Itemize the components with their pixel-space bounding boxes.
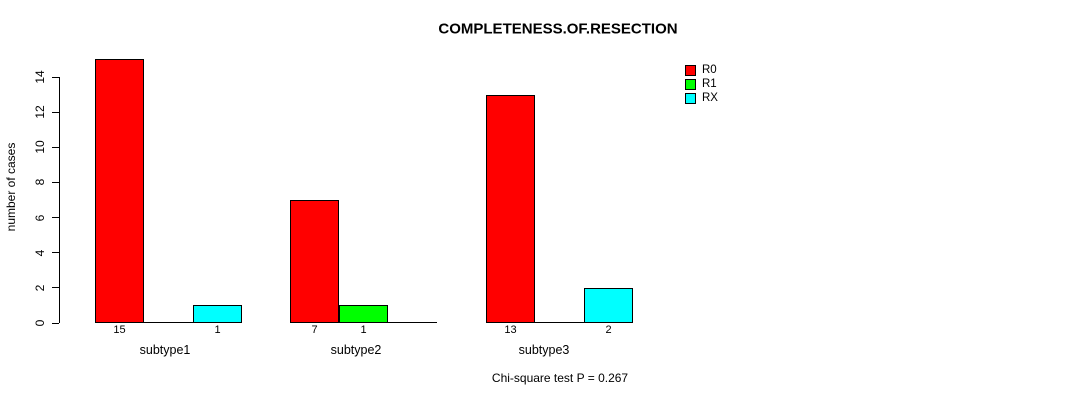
y-tick xyxy=(52,181,59,183)
y-tick-label: 12 xyxy=(33,105,47,119)
bar-r1-subtype2 xyxy=(339,305,388,323)
y-axis-label: number of cases xyxy=(4,142,18,232)
y-tick xyxy=(52,111,59,113)
legend-swatch-r0 xyxy=(685,65,696,76)
bar-value-label: 7 xyxy=(311,324,318,336)
y-tick-label: 2 xyxy=(33,284,47,292)
legend-swatch-rx xyxy=(685,93,696,104)
category-label-subtype3: subtype3 xyxy=(518,343,570,357)
legend-item-rx: RX xyxy=(685,92,718,104)
y-tick xyxy=(52,322,59,324)
legend-item-label: R1 xyxy=(702,78,717,90)
y-tick xyxy=(52,287,59,289)
bar-value-label: 15 xyxy=(113,324,126,336)
legend-item-r0: R0 xyxy=(685,64,718,76)
y-tick xyxy=(52,76,59,78)
y-axis-line xyxy=(59,77,60,323)
bar-r0-subtype2 xyxy=(290,200,339,323)
bar-r0-subtype3 xyxy=(486,94,535,323)
y-tick-label: 0 xyxy=(33,319,47,327)
bar-value-label: 1 xyxy=(360,324,367,336)
y-tick xyxy=(52,252,59,254)
bar-rx-subtype3 xyxy=(584,287,633,323)
bar-r0-subtype1 xyxy=(95,59,144,323)
category-label-subtype2: subtype2 xyxy=(330,343,382,357)
y-tick-label: 8 xyxy=(33,179,47,186)
legend-swatch-r1 xyxy=(685,79,696,90)
y-tick-label: 14 xyxy=(33,70,47,84)
y-tick xyxy=(52,217,59,219)
bar-value-label: 1 xyxy=(214,324,221,336)
chi-square-annotation: Chi-square test P = 0.267 xyxy=(491,371,629,385)
bar-value-label: 13 xyxy=(504,324,517,336)
category-label-subtype1: subtype1 xyxy=(139,343,191,357)
bar-rx-subtype1 xyxy=(193,305,242,323)
legend: R0 R1 RX xyxy=(685,64,718,107)
y-tick-label: 10 xyxy=(33,140,47,154)
y-tick xyxy=(52,146,59,148)
x-axis-baseline xyxy=(95,322,242,323)
y-tick-label: 4 xyxy=(33,249,47,257)
x-axis-baseline xyxy=(486,322,633,323)
legend-item-label: RX xyxy=(702,92,718,104)
chart-title: COMPLETENESS.OF.RESECTION xyxy=(438,20,678,38)
bar-value-label: 2 xyxy=(605,324,612,336)
legend-item-label: R0 xyxy=(702,64,717,76)
legend-item-r1: R1 xyxy=(685,78,718,90)
y-tick-label: 6 xyxy=(33,214,47,221)
